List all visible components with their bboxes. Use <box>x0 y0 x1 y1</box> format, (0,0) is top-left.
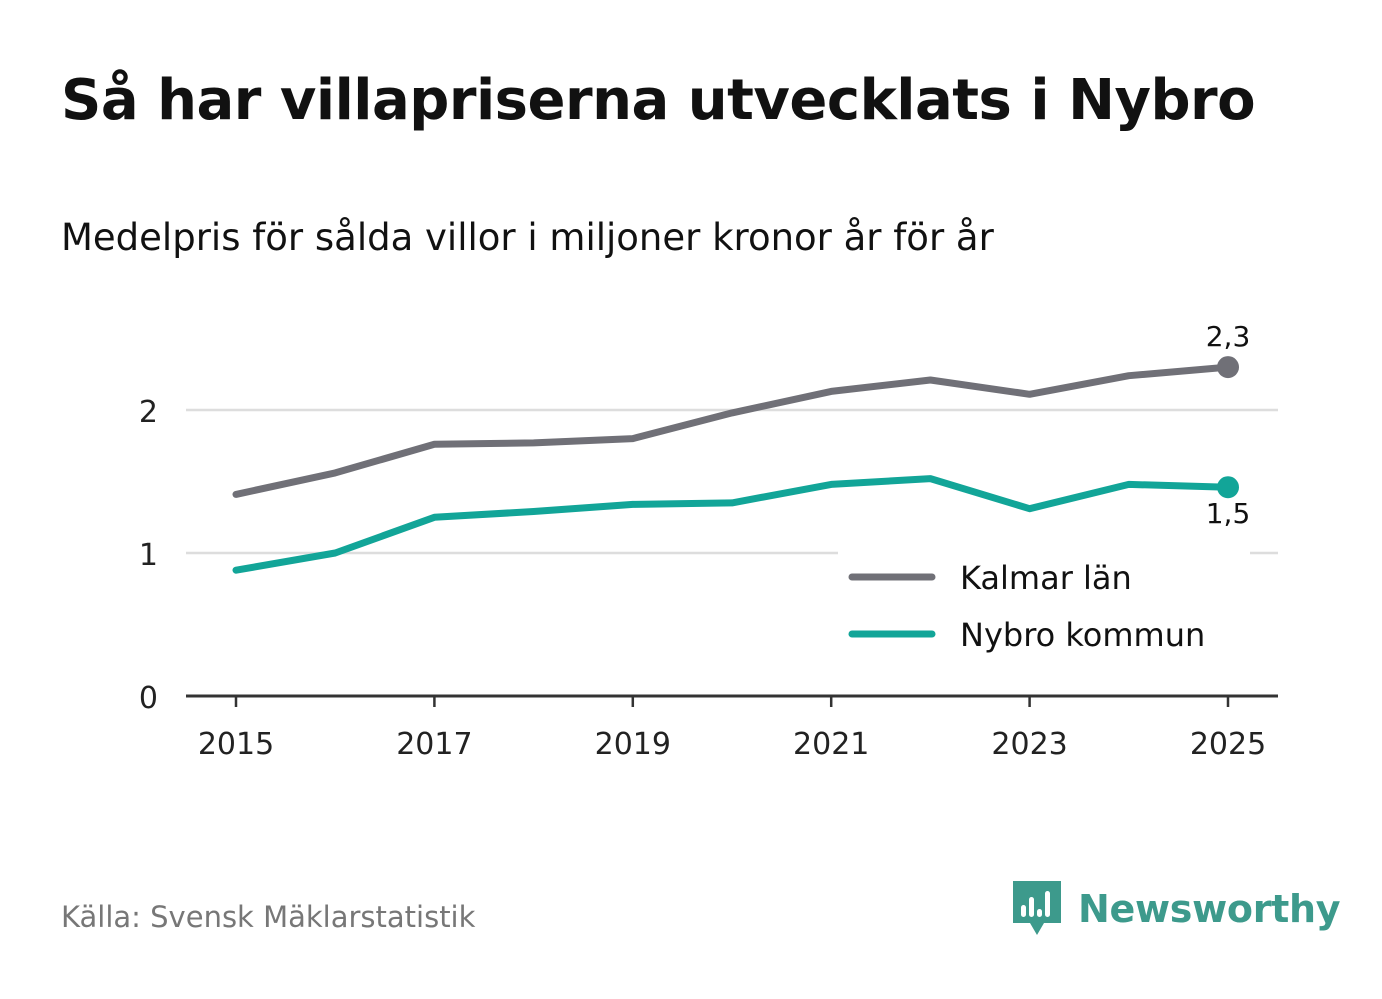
bar-chart-speech-bubble-icon <box>1013 881 1061 935</box>
legend-background <box>838 551 1250 663</box>
chart-title: Så har villapriserna utvecklats i Nybro <box>61 68 1256 133</box>
x-tick-label: 2015 <box>198 727 274 762</box>
series-end-point-kalmar-län <box>1217 356 1239 379</box>
series-end-point-nybro-kommun <box>1217 476 1239 499</box>
data-labels: 2,3 1,5 <box>1206 320 1251 530</box>
y-tick-label: 2 <box>139 395 158 430</box>
y-tick-label: 0 <box>139 681 158 716</box>
legend: Kalmar län Nybro kommun <box>838 551 1250 663</box>
series-line-kalmar-län <box>232 363 1232 498</box>
legend-label-kalmar-län: Kalmar län <box>960 559 1132 597</box>
x-tick-label: 2021 <box>793 727 869 762</box>
x-axis: 2015 2017 2019 2021 2023 2025 <box>186 694 1278 762</box>
source-note: Källa: Svensk Mäklarstatistik <box>61 900 476 934</box>
x-tick-label: 2019 <box>595 727 671 762</box>
series-lines <box>232 356 1239 574</box>
data-label-end: 1,5 <box>1206 497 1251 530</box>
brand-logo: Newsworthy <box>1010 878 1341 940</box>
chart-subtitle: Medelpris för sålda villor i miljoner kr… <box>61 216 994 259</box>
legend-label-nybro-kommun: Nybro kommun <box>960 616 1205 654</box>
x-tick-label: 2023 <box>991 727 1067 762</box>
y-tick-label: 1 <box>139 538 158 573</box>
brand-name: Newsworthy <box>1078 887 1341 931</box>
x-tick-label: 2025 <box>1190 727 1266 762</box>
data-label-end: 2,3 <box>1206 320 1251 353</box>
x-tick-label: 2017 <box>396 727 472 762</box>
series-line-nybro-kommun <box>232 475 1232 574</box>
